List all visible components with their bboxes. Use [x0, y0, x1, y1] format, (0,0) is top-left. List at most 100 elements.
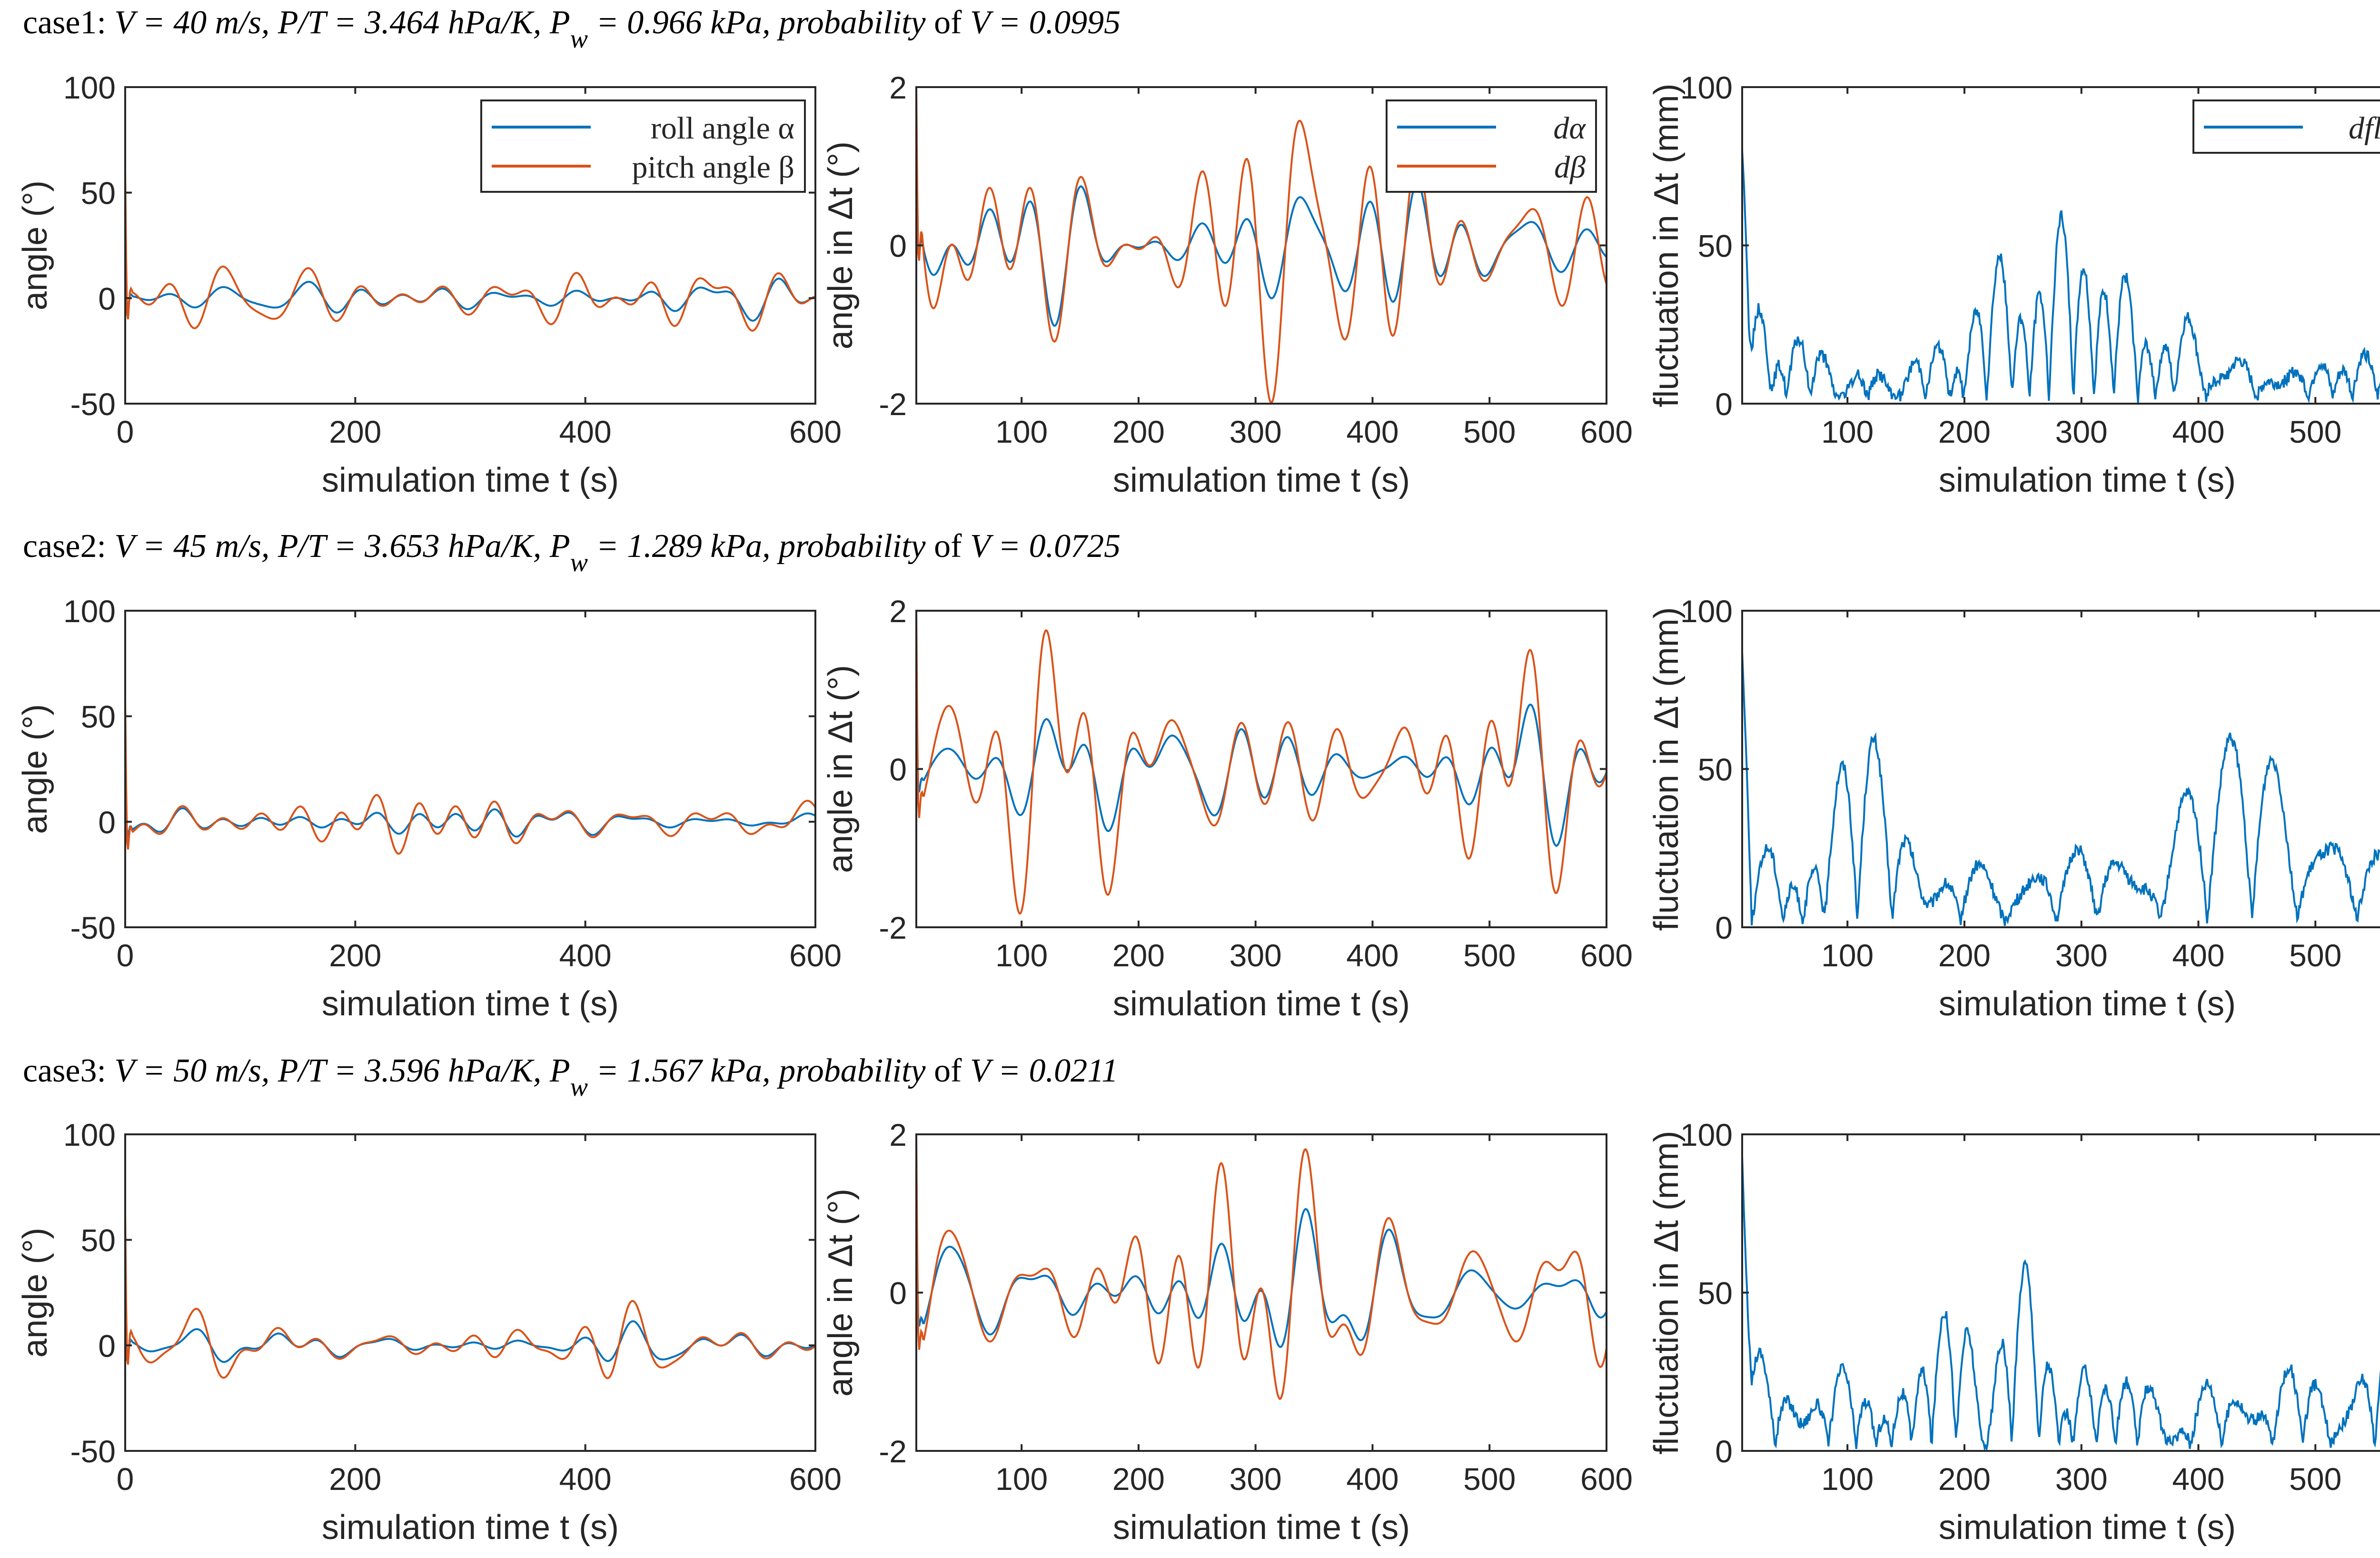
- case-header: case3: V = 50 m/s, P/T = 3.596 hPa/K, Pw…: [23, 1052, 1118, 1102]
- x-tick-label: 600: [789, 1461, 842, 1497]
- series-line: [125, 699, 815, 855]
- x-tick-label: 200: [329, 938, 381, 973]
- x-tick-label: 300: [1230, 938, 1282, 973]
- y-tick-label: -2: [879, 910, 907, 945]
- legend-label: dα: [1553, 111, 1586, 146]
- header-case-label: case2:: [23, 528, 106, 565]
- x-tick-label: 100: [995, 414, 1048, 449]
- legend: dfluc: [2192, 99, 2380, 154]
- y-tick-label: -2: [879, 1434, 907, 1469]
- x-tick-label: 100: [1821, 1461, 1874, 1497]
- x-axis-label: simulation time t (s): [322, 985, 619, 1023]
- header-PT-eq: P/T = 3.596 hPa/K,: [278, 1052, 542, 1089]
- x-tick-label: 0: [117, 938, 134, 973]
- header-V-eq: V = 40 m/s,: [114, 4, 269, 41]
- series-lines: [1742, 150, 2380, 404]
- x-tick-label: 500: [2289, 1461, 2341, 1497]
- y-tick-label: 50: [81, 1223, 116, 1258]
- x-tick-label: 400: [559, 414, 612, 449]
- x-tick-label: 400: [1346, 1461, 1398, 1497]
- header-V-eq: V = 50 m/s,: [114, 1052, 269, 1089]
- header-Pw-eq: P: [549, 528, 570, 565]
- x-tick-label: 100: [995, 1461, 1048, 1497]
- x-tick-label: 300: [2055, 938, 2108, 973]
- x-tick-label: 500: [2289, 938, 2341, 973]
- y-axis-label: angle in Δt (°): [822, 665, 860, 873]
- x-axis-label: simulation time t (s): [322, 1508, 619, 1547]
- header-prob-eq: V = 0.0211: [970, 1052, 1118, 1089]
- x-tick-label: 0: [117, 414, 134, 449]
- y-axis-label: angle (°): [16, 1228, 54, 1358]
- header-prob-eq: V = 0.0995: [970, 4, 1121, 41]
- plot-area: [1741, 1133, 2380, 1452]
- x-tick-label: 400: [559, 938, 612, 973]
- x-tick-label: 300: [1230, 1461, 1282, 1497]
- x-axis-label: simulation time t (s): [1113, 985, 1410, 1023]
- x-axis-label: simulation time t (s): [1939, 985, 2236, 1023]
- x-tick-label: 200: [1112, 1461, 1165, 1497]
- y-tick-label: 100: [63, 594, 116, 629]
- x-tick-label: 600: [789, 938, 842, 973]
- y-tick-label: 50: [1698, 228, 1733, 264]
- header-prob-word: probability: [776, 1052, 926, 1089]
- header-case-label: case1:: [23, 4, 106, 41]
- series-line: [1742, 1156, 2380, 1451]
- y-tick-label: 100: [63, 70, 116, 105]
- x-tick-label: 600: [1580, 938, 1633, 973]
- plot-area: [124, 1133, 816, 1452]
- y-axis-label: angle in Δt (°): [822, 141, 860, 349]
- x-axis-label: simulation time t (s): [1113, 1508, 1410, 1547]
- plot-area: [1741, 610, 2380, 928]
- x-tick-label: 400: [2172, 414, 2224, 449]
- case-header: case2: V = 45 m/s, P/T = 3.653 hPa/K, Pw…: [23, 528, 1121, 577]
- series-lines: [916, 1134, 1606, 1400]
- chart-panel: 100200300400500600050100simulation time …: [1647, 70, 2380, 499]
- header-V-eq: V = 45 m/s,: [114, 528, 269, 565]
- legend-label: roll angle α: [651, 111, 794, 146]
- x-tick-label: 200: [1938, 938, 1991, 973]
- header-Pw-sub: w: [570, 24, 588, 54]
- header-of-word: of: [934, 1052, 962, 1089]
- x-tick-label: 400: [1346, 938, 1398, 973]
- x-tick-label: 200: [329, 1461, 381, 1497]
- chart-panel: 100200300400500600050100simulation time …: [1647, 1117, 2380, 1547]
- series-line: [916, 611, 1606, 915]
- header-prob-word: probability: [776, 528, 926, 565]
- x-tick-label: 500: [2289, 414, 2341, 449]
- y-tick-label: 0: [889, 1276, 907, 1311]
- x-tick-label: 200: [1938, 1461, 1991, 1497]
- x-tick-label: 200: [1112, 414, 1165, 449]
- y-tick-label: 100: [1680, 1117, 1733, 1152]
- series-line: [125, 235, 815, 322]
- x-tick-label: 500: [1463, 1461, 1516, 1497]
- legend-label: dfluc: [2349, 111, 2380, 146]
- y-tick-label: 2: [889, 594, 907, 629]
- plot-area: [915, 1133, 1607, 1452]
- plot-area: [124, 86, 816, 405]
- x-tick-label: 500: [1463, 938, 1516, 973]
- header-prob-word: probability: [776, 4, 926, 41]
- x-tick-label: 600: [1580, 1461, 1633, 1497]
- y-tick-label: 100: [1680, 70, 1733, 105]
- legend: dα dβ: [1386, 99, 1597, 193]
- series-line: [1742, 150, 2380, 404]
- series-line: [916, 150, 1606, 327]
- y-tick-label: 2: [889, 70, 907, 105]
- x-tick-label: 0: [117, 1461, 134, 1497]
- series-line: [916, 690, 1606, 847]
- y-tick-label: 50: [81, 176, 116, 211]
- header-Pw-sub: w: [570, 1072, 588, 1102]
- x-tick-label: 200: [329, 414, 381, 449]
- chart-panel: 100 200 300 400 500 600 -2 0 2 simulation time t …: [822, 1117, 1633, 1547]
- series-lines: [125, 171, 815, 332]
- header-of-word: of: [934, 4, 962, 41]
- y-axis-label: angle in Δt (°): [822, 1189, 860, 1397]
- header-Pw-eq: P: [549, 4, 570, 41]
- y-tick-label: 50: [81, 699, 116, 734]
- y-tick-label: 0: [1715, 387, 1733, 422]
- x-axis-label: simulation time t (s): [322, 461, 619, 499]
